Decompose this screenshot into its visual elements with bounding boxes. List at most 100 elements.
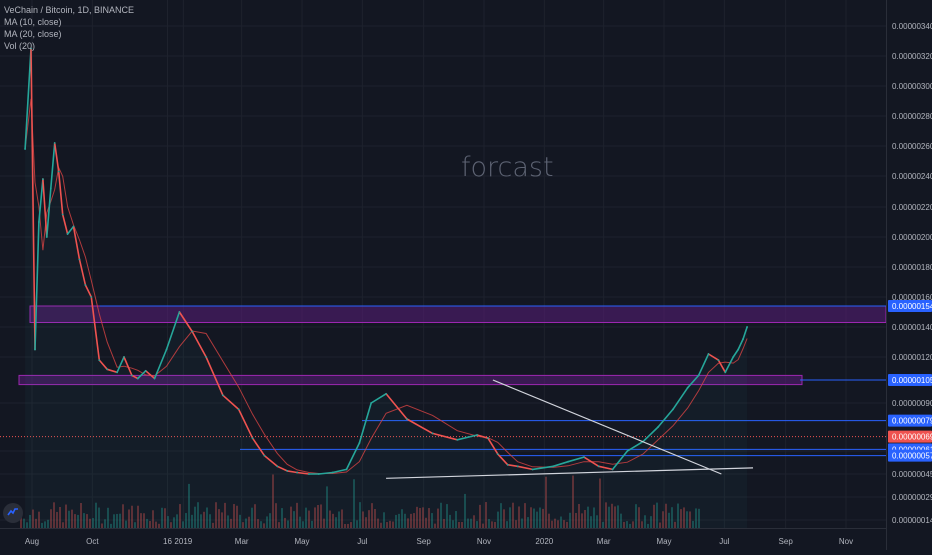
volume-bar [62,522,64,528]
price-point [30,47,32,50]
volume-bar [182,521,184,528]
volume-bar [371,503,373,528]
volume-bar [416,506,418,528]
tradingview-logo-icon[interactable] [3,503,23,523]
price-segment [686,374,700,389]
volume-bar [431,513,433,528]
y-tick-label: 0.00000200 [892,233,932,242]
volume-bar [23,518,25,528]
price-point [597,465,600,468]
price-label-badge [888,414,932,427]
volume-bar [185,513,187,528]
volume-bar [608,506,610,528]
x-tick-label: Nov [839,537,853,546]
volume-bar [638,507,640,528]
volume-bar [524,503,526,528]
y-tick-label: 0.00000045 [892,470,932,479]
price-segment [567,456,585,463]
price-segment [49,142,56,190]
volume-bar [89,518,91,528]
volume-bar [611,503,613,528]
volume-bar [689,511,691,528]
volume-bar [407,518,409,528]
volume-bar [56,511,58,528]
volume-bar [434,523,436,528]
y-tick-label: 0.00000140 [892,323,932,332]
price-segment [123,356,133,377]
price-area [25,48,748,528]
volume-bar [293,511,295,528]
volume-bar [656,502,658,528]
volume-bar [275,503,277,528]
price-segment [24,47,32,150]
volume-bar [527,517,529,528]
volume-bar [152,510,154,528]
volume-bar [557,520,559,528]
volume-bar [695,508,697,528]
price-point [724,371,727,374]
price-point [42,178,44,181]
volume-bar [569,512,571,528]
resistance-zone [29,305,887,323]
y-tick-label: 0.00000160 [892,293,932,302]
volume-bar [671,507,673,528]
x-tick-label: May [656,537,671,546]
volume-bar [335,517,337,528]
price-point [456,438,459,441]
price-point [66,233,69,235]
volume-bar [107,507,109,528]
legend-ma20[interactable]: MA (20, close) [4,29,62,39]
volume-bar [83,513,85,528]
volume-bar [470,518,472,528]
volume-bar [209,514,211,528]
legend-symbol[interactable]: VeChain / Bitcoin, 1D, BINANCE [4,5,135,15]
volume-bar [452,520,454,528]
price-point [123,356,125,358]
price-segment [358,402,373,444]
y-tick-label: 0.00000240 [892,172,932,181]
volume-bar [356,520,358,528]
volume-bar [188,483,190,528]
price-point [657,426,659,428]
price-segment [487,437,499,455]
price-point [165,348,168,351]
price-point [331,471,334,474]
volume-bar [593,507,595,528]
volume-bar [602,521,604,528]
volume-bar [296,502,298,528]
volume-bar [257,519,259,528]
volume-bar [443,518,445,528]
x-tick-label: May [294,537,309,546]
price-segment [626,440,645,452]
volume-bar [230,518,232,528]
price-segment [98,359,108,371]
volume-bar [137,505,139,528]
volume-bar [176,514,178,528]
x-tick-label: Mar [597,537,611,546]
legend-vol[interactable]: Vol (20) [4,41,36,51]
price-segment [78,258,87,286]
volume-bar [581,513,583,528]
price-segment [137,369,147,380]
volume-bar [116,513,118,528]
volume-bar [131,505,133,528]
x-tick-label: 16 [163,537,172,546]
price-point [116,371,118,374]
price-point [34,348,36,351]
price-segment [406,418,434,435]
x-tick-label: Mar [235,537,249,546]
volume-bar [290,506,292,528]
volume-bar [278,522,280,528]
price-point [506,463,509,466]
volume-bar [575,512,577,528]
volume-bar [251,507,253,528]
volume-bar [164,508,166,528]
price-point [191,330,194,333]
legend-ma10[interactable]: MA (10, close) [4,17,62,27]
volume-bar [626,521,628,528]
price-point [131,374,133,377]
volume-bar [47,519,49,528]
price-point [626,450,629,452]
